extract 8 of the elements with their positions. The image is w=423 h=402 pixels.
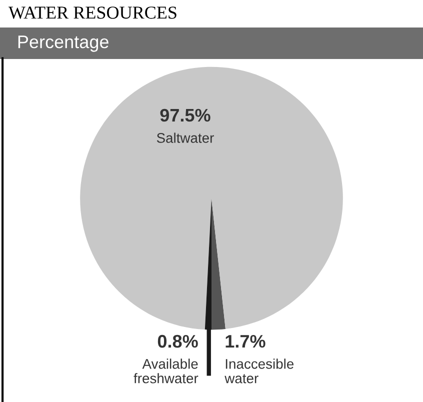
chart-subtitle: Percentage [18, 36, 108, 52]
slice-label: Available freshwater [134, 358, 198, 384]
data-label: 97.5% [160, 108, 210, 122]
data-label: 0.8% [158, 334, 198, 348]
slice-label: Saltwater [156, 132, 214, 143]
data-label: 1.7% [226, 334, 266, 348]
slice-label: Inaccesible water [224, 358, 294, 384]
chart-title: WATER RESOURCES [8, 6, 176, 19]
